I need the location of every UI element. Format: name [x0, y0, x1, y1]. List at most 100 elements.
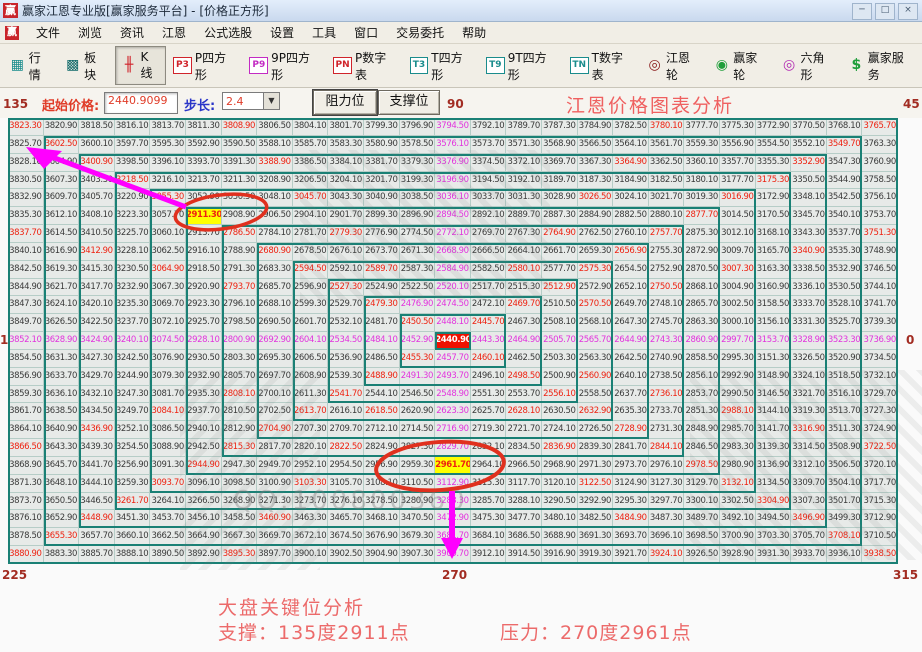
grid-cell: 3712.90	[862, 510, 898, 529]
grid-cell: 3698.50	[684, 528, 720, 547]
grid-cell: 2472.10	[470, 296, 507, 315]
footer-pressure-text: 压力：270度2961点	[500, 622, 692, 644]
grid-cell: 2594.50	[292, 260, 329, 279]
grid-cell: 3844.90	[8, 278, 44, 297]
grid-cell: 2776.90	[364, 225, 400, 243]
menu-item-8[interactable]: 交易委托	[396, 26, 445, 40]
grid-cell: 2952.10	[292, 456, 329, 475]
toolbar-button-K线[interactable]: ╫ K线	[114, 46, 167, 85]
grid-cell: 3079.30	[150, 367, 186, 386]
support-button[interactable]: 支撑位	[378, 90, 440, 115]
grid-cell: 2992.90	[720, 367, 756, 386]
grid-cell: 2481.70	[364, 314, 400, 333]
grid-cell: 2834.50	[506, 439, 542, 457]
toolbar-button-板块[interactable]: ▩ 板块	[59, 46, 112, 86]
grid-cell: 3024.10	[613, 189, 649, 208]
menu-item-3[interactable]: 江恩	[162, 26, 187, 40]
grid-cell: 2647.30	[613, 314, 649, 333]
grid-cell: 3228.10	[114, 242, 151, 261]
grid-cell: 2599.30	[292, 296, 329, 315]
grid-cell: 2539.30	[328, 367, 364, 386]
grid-cell: 2457.70	[435, 349, 471, 368]
close-button[interactable]: ×	[898, 3, 918, 20]
grid-cell: 2796.10	[221, 296, 258, 315]
grid-cell: 3705.70	[791, 528, 827, 547]
grid-cell: 3892.90	[186, 546, 222, 564]
grid-cell: 3900.10	[292, 546, 329, 564]
grid-cell: 2606.50	[292, 349, 329, 368]
menu-item-5[interactable]: 设置	[270, 26, 295, 40]
grid-cell: 2695.30	[257, 349, 293, 368]
grid-cell: 3264.10	[150, 492, 186, 511]
grid-cell: 3108.10	[364, 474, 400, 493]
toolbar-button-行情[interactable]: ▦ 行情	[4, 46, 57, 86]
grid-cell: 2608.90	[292, 367, 329, 386]
menu-item-6[interactable]: 工具	[312, 26, 337, 40]
grid-cell: 3427.30	[79, 349, 115, 368]
grid-cell: 3482.50	[577, 510, 614, 529]
grid-cell: 3796.90	[399, 118, 436, 136]
grid-cell: 3775.30	[720, 118, 756, 136]
toolbar-button-江恩轮[interactable]: ◎ 江恩轮	[641, 46, 706, 86]
grid-cell: 3103.30	[292, 474, 329, 493]
menu-item-1[interactable]: 浏览	[78, 26, 103, 40]
toolbar-button-赢家服务[interactable]: $ 赢家服务	[843, 46, 920, 86]
grid-cell: 2968.90	[542, 456, 578, 475]
grid-cell: 2491.30	[399, 367, 436, 386]
grid-cell: 3208.90	[257, 171, 293, 190]
grid-cell: 3808.90	[221, 118, 258, 136]
grid-cell: 3422.50	[79, 314, 115, 333]
grid-cell: 3187.30	[577, 171, 614, 190]
grid-cell: 3842.50	[8, 260, 44, 279]
chevron-down-icon[interactable]: ▼	[263, 93, 279, 109]
grid-cell: 3576.10	[435, 135, 471, 154]
grid-cell: 3871.30	[8, 474, 44, 493]
grid-cell: 3597.70	[114, 135, 151, 154]
grid-cell: 3072.10	[150, 314, 186, 333]
grid-cell: 2565.70	[577, 332, 614, 350]
toolbar-button-P四方形[interactable]: P3 P四方形	[168, 46, 242, 86]
menu-item-7[interactable]: 窗口	[354, 26, 379, 40]
grid-cell: 3307.30	[791, 492, 827, 511]
step-label: 步长:	[184, 99, 216, 114]
start-price-input[interactable]: 2440.9099	[104, 92, 178, 114]
grid-cell: 3758.50	[862, 171, 898, 190]
step-dropdown[interactable]: 2.4 ▼	[222, 92, 280, 110]
toolbar-button-9P四方形[interactable]: P9 9P四方形	[244, 46, 326, 86]
grid-cell: 3026.50	[577, 189, 614, 208]
grid-cell: 3321.70	[791, 385, 827, 404]
toolbar-button-T数字表[interactable]: TN T数字表	[565, 46, 639, 86]
menu-item-9[interactable]: 帮助	[462, 26, 487, 40]
toolbar-button-T四方形[interactable]: T3 T四方形	[405, 46, 479, 86]
grid-cell: 3931.30	[755, 546, 792, 564]
grid-cell: 2704.90	[257, 421, 293, 440]
toolbar-button-赢家轮[interactable]: ◉ 赢家轮	[709, 46, 774, 86]
grid-cell: 3144.10	[755, 403, 792, 422]
grid-cell: 2553.70	[506, 385, 542, 404]
grid-cell: 2580.10	[506, 260, 542, 279]
footer-support-text: 支撑：135度2911点	[218, 622, 410, 644]
grid-cell: 3751.30	[862, 225, 898, 243]
grid-cell: 3470.50	[399, 510, 436, 529]
grid-cell: 2832.10	[470, 439, 507, 457]
grid-cell: 3237.70	[114, 314, 151, 333]
grid-cell: 3386.50	[292, 153, 329, 172]
menu-item-2[interactable]: 资讯	[120, 26, 145, 40]
grid-cell: 3398.50	[114, 153, 151, 172]
grid-cell: 3487.30	[648, 510, 685, 529]
grid-cell: 3816.10	[114, 118, 151, 136]
toolbar-button-9T四方形[interactable]: T9 9T四方形	[481, 46, 563, 86]
grid-cell: 3532.90	[826, 260, 863, 279]
maximize-button[interactable]: □	[875, 3, 895, 20]
menu-item-0[interactable]: 文件	[36, 26, 61, 40]
resistance-button[interactable]: 阻力位	[312, 89, 378, 116]
grid-cell: 3840.10	[8, 242, 44, 261]
toolbar-button-P数字表[interactable]: PN P数字表	[328, 46, 402, 86]
menu-item-4[interactable]: 公式选股	[204, 26, 253, 40]
toolbar-button-六角形[interactable]: ◎ 六角形	[776, 46, 841, 86]
grid-cell: 2517.70	[470, 278, 507, 297]
grid-cell: 3744.10	[862, 278, 898, 297]
grid-cell: 2632.90	[577, 403, 614, 422]
minimize-button[interactable]: ─	[852, 3, 872, 20]
